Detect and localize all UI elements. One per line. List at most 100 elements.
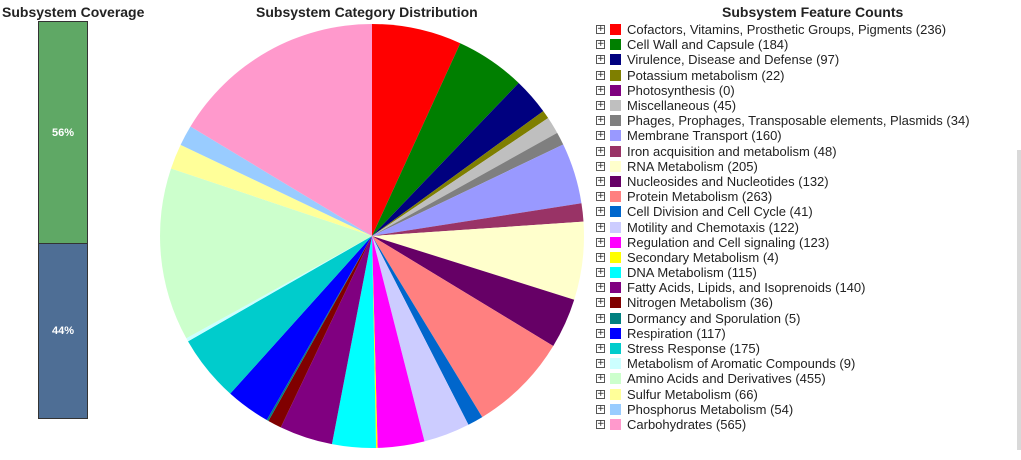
- legend-item[interactable]: + Metabolism of Aromatic Compounds (9): [596, 356, 970, 371]
- legend-item[interactable]: + Regulation and Cell signaling (123): [596, 235, 970, 250]
- expand-icon[interactable]: +: [596, 160, 605, 171]
- legend-item[interactable]: + Miscellaneous (45): [596, 98, 970, 113]
- pie-slice-20[interactable]: [230, 236, 372, 421]
- pie-slice-3[interactable]: [372, 111, 549, 236]
- legend-item[interactable]: + Nitrogen Metabolism (36): [596, 295, 970, 310]
- legend-item[interactable]: + Phages, Prophages, Transposable element…: [596, 113, 970, 128]
- pie-slice-8[interactable]: [372, 203, 584, 236]
- legend-item[interactable]: + Nucleosides and Nucleotides (132): [596, 174, 970, 189]
- legend-item[interactable]: + Potassium metabolism (22): [596, 68, 970, 83]
- expand-icon[interactable]: +: [596, 327, 605, 338]
- pie-slice-13[interactable]: [372, 236, 469, 442]
- pie-slice-12[interactable]: [372, 236, 483, 425]
- legend-swatch: [610, 251, 621, 263]
- legend-label: Phages, Prophages, Transposable elements…: [627, 113, 970, 129]
- pie-slice-25[interactable]: [180, 126, 372, 236]
- pie-slice-17[interactable]: [280, 236, 372, 445]
- legend-item[interactable]: + Protein Metabolism (263): [596, 189, 970, 204]
- expand-icon[interactable]: +: [596, 418, 605, 429]
- legend-swatch: [610, 221, 621, 233]
- expand-icon[interactable]: +: [596, 175, 605, 186]
- expand-icon[interactable]: +: [596, 251, 605, 262]
- legend-item[interactable]: + Phosphorus Metabolism (54): [596, 402, 970, 417]
- expand-icon[interactable]: +: [596, 388, 605, 399]
- legend-item[interactable]: + RNA Metabolism (205): [596, 159, 970, 174]
- pie-slice-23[interactable]: [159, 168, 372, 339]
- legend-item[interactable]: + Stress Response (175): [596, 341, 970, 356]
- pie-slice-5[interactable]: [372, 118, 558, 236]
- pie-slice-19[interactable]: [266, 236, 372, 421]
- expand-icon[interactable]: +: [596, 54, 605, 65]
- pie-slice-21[interactable]: [188, 236, 372, 394]
- legend-swatch: [610, 343, 621, 355]
- legend-item[interactable]: + Iron acquisition and metabolism (48): [596, 144, 970, 159]
- legend-item[interactable]: + Cofactors, Vitamins, Prosthetic Groups,…: [596, 22, 970, 37]
- expand-icon[interactable]: +: [596, 403, 605, 414]
- legend-swatch: [610, 282, 621, 294]
- pie-slice-6[interactable]: [372, 132, 564, 236]
- legend-item[interactable]: + Cell Division and Cell Cycle (41): [596, 204, 970, 219]
- expand-icon[interactable]: +: [596, 206, 605, 217]
- pie-slice-14[interactable]: [372, 236, 425, 448]
- pie-slice-1[interactable]: [372, 43, 519, 236]
- pie-slice-10[interactable]: [372, 236, 575, 346]
- expand-icon[interactable]: +: [596, 343, 605, 354]
- scrollbar[interactable]: [1017, 150, 1021, 450]
- pie-slice-24[interactable]: [171, 144, 372, 236]
- expand-icon[interactable]: +: [596, 84, 605, 95]
- legend-item[interactable]: + Motility and Chemotaxis (122): [596, 219, 970, 235]
- pie-chart: [159, 24, 584, 448]
- pie-slice-18[interactable]: [268, 236, 372, 428]
- pie-slice-9[interactable]: [372, 221, 584, 300]
- legend-swatch: [610, 388, 621, 400]
- expand-icon[interactable]: +: [596, 130, 605, 141]
- expand-icon[interactable]: +: [596, 267, 605, 278]
- legend-item[interactable]: + DNA Metabolism (115): [596, 265, 970, 280]
- legend-swatch: [610, 100, 621, 112]
- pie-slice-11[interactable]: [372, 236, 554, 418]
- expand-icon[interactable]: +: [596, 221, 605, 232]
- legend-swatch: [610, 373, 621, 385]
- pie-slice-0[interactable]: [372, 24, 461, 236]
- legend-label: Virulence, Disease and Defense (97): [627, 52, 840, 68]
- expand-icon[interactable]: +: [596, 145, 605, 156]
- legend-item[interactable]: + Amino Acids and Derivatives (455): [596, 371, 970, 386]
- pie-slice-7[interactable]: [372, 144, 582, 237]
- legend-item[interactable]: + Photosynthesis (0): [596, 83, 970, 98]
- legend-swatch: [610, 130, 621, 142]
- expand-icon[interactable]: +: [596, 297, 605, 308]
- legend-swatch: [610, 297, 621, 309]
- legend-label: Respiration (117): [627, 325, 726, 341]
- coverage-uncovered-label: 44%: [51, 325, 75, 338]
- legend-item[interactable]: + Dormancy and Sporulation (5): [596, 311, 970, 326]
- pie-slice-16[interactable]: [331, 236, 377, 448]
- expand-icon[interactable]: +: [596, 236, 605, 247]
- legend-item[interactable]: + Respiration (117): [596, 326, 970, 341]
- legend-label: Protein Metabolism (263): [627, 189, 773, 205]
- expand-icon[interactable]: +: [596, 100, 605, 111]
- expand-icon[interactable]: +: [596, 69, 605, 80]
- legend-item[interactable]: + Carbohydrates (565): [596, 417, 970, 432]
- expand-icon[interactable]: +: [596, 24, 605, 35]
- legend-item[interactable]: + Cell Wall and Capsule (184): [596, 37, 970, 52]
- expand-icon[interactable]: +: [596, 115, 605, 126]
- legend-item[interactable]: + Sulfur Metabolism (66): [596, 387, 970, 402]
- legend-item[interactable]: + Fatty Acids, Lipids, and Isoprenoids (1…: [596, 280, 970, 295]
- pie-slice-15[interactable]: [372, 236, 378, 448]
- expand-icon[interactable]: +: [596, 312, 605, 323]
- pie-slice-26[interactable]: [190, 24, 372, 236]
- expand-icon[interactable]: +: [596, 282, 605, 293]
- coverage-title: Subsystem Coverage: [2, 4, 145, 20]
- expand-icon[interactable]: +: [596, 191, 605, 202]
- expand-icon[interactable]: +: [596, 39, 605, 50]
- legend-swatch: [610, 206, 621, 218]
- pie-slice-2[interactable]: [372, 82, 544, 237]
- legend-label: DNA Metabolism (115): [627, 265, 757, 281]
- legend-item[interactable]: + Membrane Transport (160): [596, 128, 970, 143]
- legend-label: Stress Response (175): [627, 341, 760, 357]
- legend-item[interactable]: + Virulence, Disease and Defense (97): [596, 52, 970, 67]
- legend-item[interactable]: + Secondary Metabolism (4): [596, 250, 970, 265]
- pie-slice-22[interactable]: [186, 236, 372, 342]
- expand-icon[interactable]: +: [596, 358, 605, 369]
- expand-icon[interactable]: +: [596, 373, 605, 384]
